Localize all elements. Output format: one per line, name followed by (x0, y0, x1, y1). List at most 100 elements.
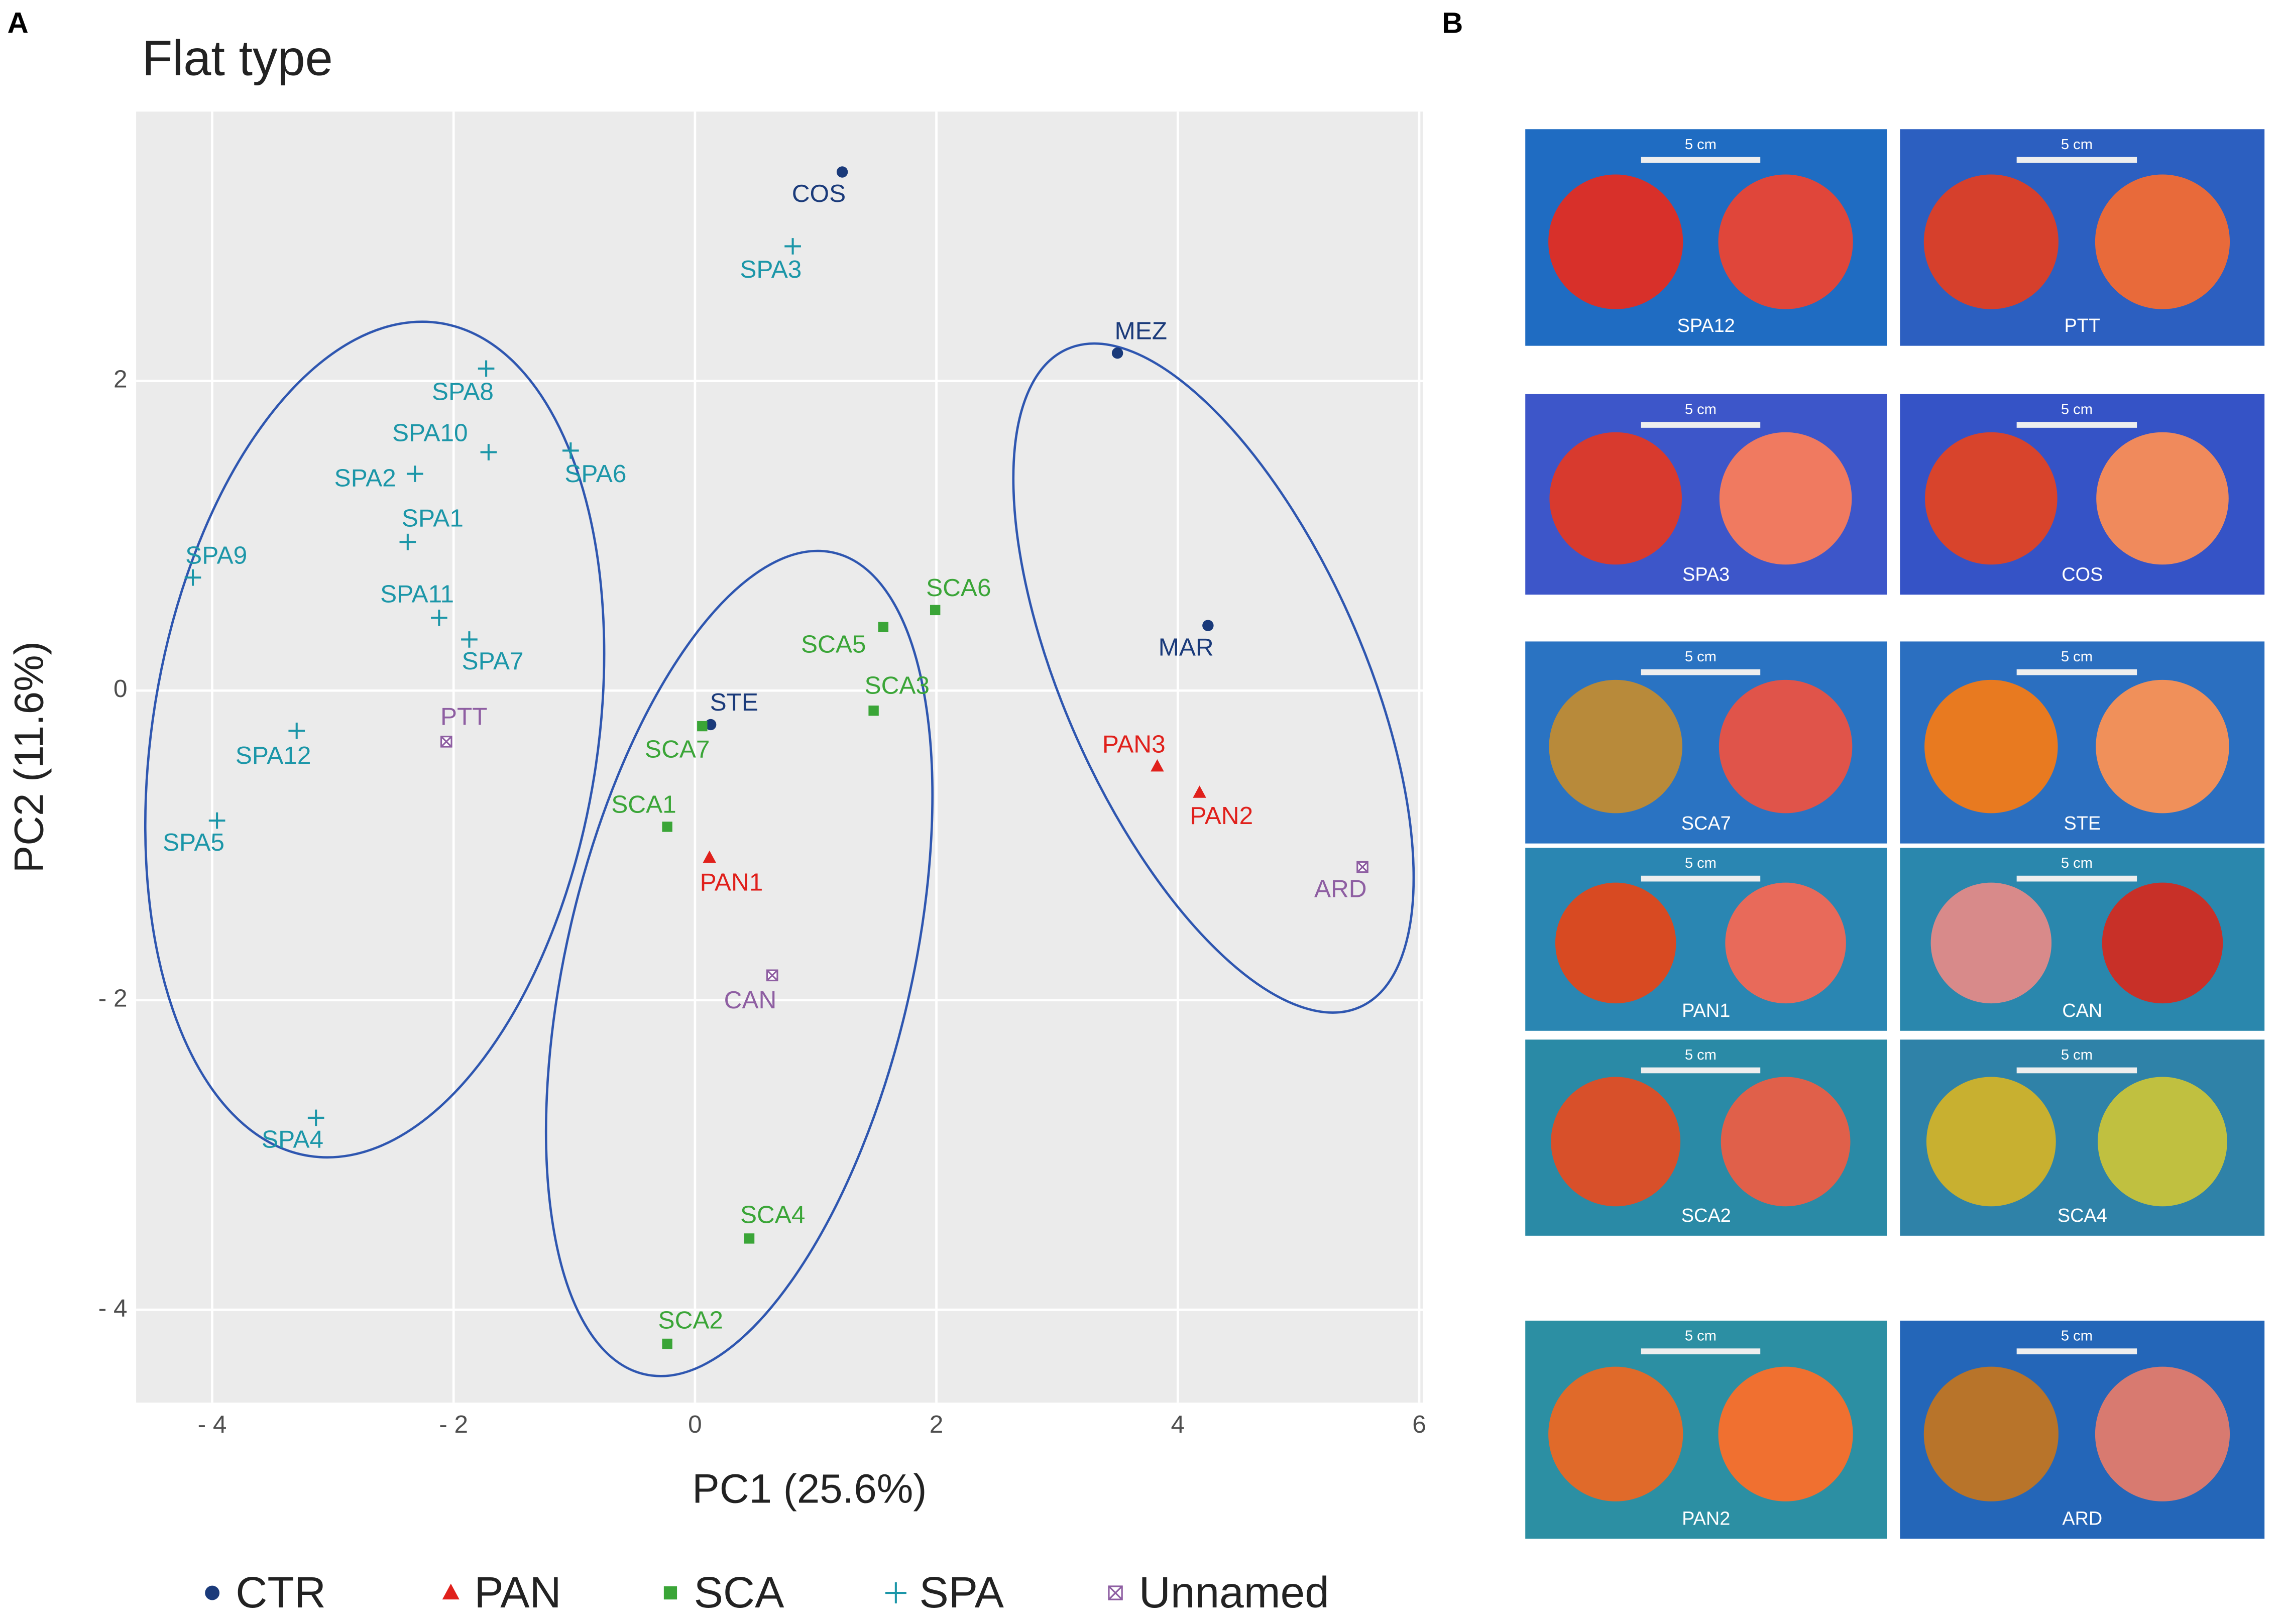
scale-bar (1641, 1067, 1761, 1074)
legend-label: Unnamed (1139, 1568, 1329, 1617)
y-axis-title: PC2 (11.6%) (7, 641, 52, 873)
scale-label: 5 cm (1685, 649, 1717, 665)
cluster-ellipse (544, 549, 934, 1377)
scale-bar (1641, 1348, 1761, 1354)
point (697, 721, 708, 732)
x-tick-label: 0 (688, 1410, 702, 1438)
legend-marker (442, 1583, 460, 1600)
photo-label: CAN (2062, 1000, 2102, 1021)
point (184, 569, 201, 586)
marks: COS MEZ MAR STE PAN3 PAN2 PAN1 SCA6 SCA5 SCA3 SCA7… (163, 166, 1368, 1349)
point (478, 360, 495, 377)
point-label: ARD (1314, 874, 1367, 902)
scale-bar (2016, 1067, 2137, 1074)
point (399, 533, 416, 550)
legend-label: CTR (236, 1568, 326, 1617)
tomato-half (1719, 679, 1853, 814)
photo-label: ARD (2062, 1508, 2102, 1529)
scale-bar (2016, 1348, 2137, 1354)
point (288, 722, 305, 739)
scale-label: 5 cm (2061, 855, 2093, 871)
tomato-whole (1548, 174, 1683, 309)
legend-marker (885, 1582, 906, 1604)
point-label: SPA5 (163, 828, 224, 856)
point (766, 969, 778, 982)
point-label: SCA6 (926, 573, 991, 602)
tomato-whole (1549, 432, 1682, 565)
point (480, 444, 497, 460)
legend-label: SCA (694, 1568, 784, 1617)
tomato-half (2102, 882, 2223, 1004)
scale-bar (1641, 669, 1761, 675)
legend-marker (1108, 1585, 1123, 1600)
point-label: SPA3 (740, 255, 802, 283)
photo-label: SCA4 (2058, 1205, 2107, 1226)
point-label: PAN3 (1102, 730, 1166, 758)
legend: CTR PAN SCA SPA Unnamed (205, 1568, 1329, 1617)
point (1193, 785, 1206, 798)
point-label: CAN (724, 986, 777, 1014)
scale-bar (1641, 157, 1761, 163)
x-tick-label: - 4 (198, 1410, 227, 1438)
scale-bar (1641, 422, 1761, 428)
x-tick-label: - 2 (439, 1410, 468, 1438)
x-axis-title: PC1 (25.6%) (692, 1466, 927, 1512)
scale-bar (2016, 422, 2137, 428)
scale-bar (2016, 157, 2137, 163)
scale-label: 5 cm (2061, 402, 2093, 418)
point-label: SCA2 (658, 1306, 723, 1334)
scale-bar (2016, 875, 2137, 882)
y-tick-label: 2 (113, 365, 128, 393)
tomato-whole (1548, 1366, 1683, 1501)
tomato-half (2096, 679, 2229, 814)
point-label: MEZ (1114, 316, 1167, 344)
point-label: SPA11 (380, 580, 454, 608)
point-label: PAN2 (1190, 801, 1253, 830)
chart-title: Flat type (142, 30, 333, 86)
tomato-whole (1924, 679, 2058, 814)
tomato-half (2096, 432, 2229, 565)
cluster-ellipse (1012, 342, 1415, 1014)
scale-label: 5 cm (2061, 1328, 2093, 1344)
point-label: PTT (440, 702, 488, 730)
legend-marker (205, 1585, 220, 1600)
scale-label: 5 cm (1685, 402, 1717, 418)
point (1356, 861, 1368, 873)
scale-label: 5 cm (1685, 137, 1717, 153)
point-label: SPA7 (462, 647, 524, 675)
point (208, 812, 225, 829)
tomato-half (1725, 882, 1846, 1004)
plot-background (136, 111, 1423, 1403)
legend-marker (663, 1586, 677, 1600)
scale-bar (1641, 875, 1761, 882)
point (1111, 347, 1123, 359)
scale-bar (2016, 669, 2137, 675)
cluster-ellipse (144, 320, 606, 1159)
tomato-half (2095, 1366, 2230, 1501)
x-tick-label: 4 (1171, 1410, 1185, 1438)
point (662, 1338, 672, 1349)
point-label: COS (792, 179, 846, 207)
tomato-whole (1923, 174, 2059, 309)
tomato-half (1718, 1366, 1853, 1501)
scale-label: 5 cm (1685, 1047, 1717, 1063)
point-label: SPA8 (432, 378, 494, 406)
photo-label: STE (2064, 813, 2101, 834)
point (784, 238, 801, 255)
tomato-half (1721, 1077, 1851, 1207)
point-label: SPA10 (392, 419, 468, 447)
photo-label: PAN1 (1682, 1000, 1730, 1021)
photo-panel: 5 cm SPA12 5 cm PTT 5 cm SPA3 5 cm COS 5 cm SCA7 5… (1525, 129, 2265, 1539)
x-tick-label: 2 (930, 1410, 944, 1438)
point-label: SPA2 (334, 463, 396, 492)
photo-label: COS (2062, 564, 2103, 585)
tomato-whole (1551, 1077, 1681, 1207)
scale-label: 5 cm (2061, 137, 2093, 153)
point (662, 822, 672, 832)
legend-label: PAN (474, 1568, 561, 1617)
point-label: SPA6 (564, 459, 626, 488)
panel-label: A (8, 7, 29, 40)
photo-label: PTT (2065, 315, 2101, 336)
scale-label: 5 cm (2061, 1047, 2093, 1063)
